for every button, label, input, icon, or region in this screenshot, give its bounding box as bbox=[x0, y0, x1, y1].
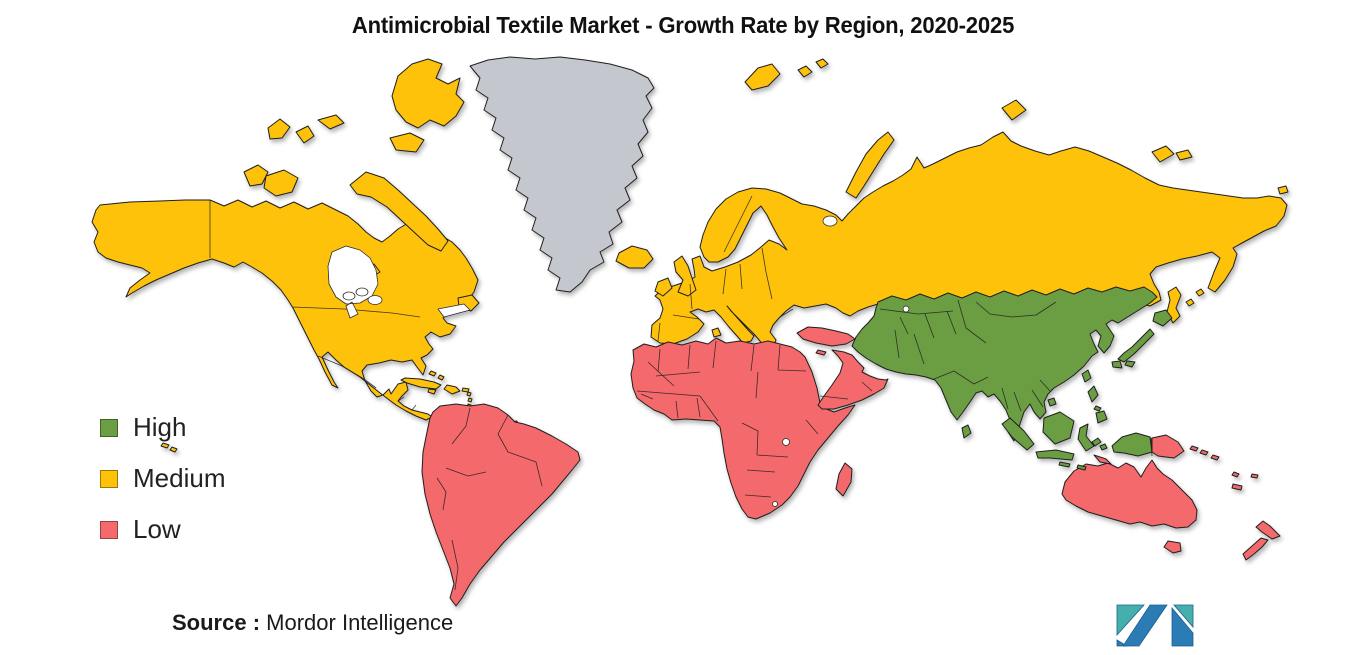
legend-label-low: Low bbox=[133, 514, 181, 544]
logo-teal-triangle-right bbox=[1173, 604, 1194, 629]
region-madagascar bbox=[835, 462, 853, 497]
region-japan bbox=[1111, 309, 1173, 369]
regions-high bbox=[851, 286, 1173, 471]
region-africa bbox=[630, 337, 856, 520]
source-line: Source : Mordor Intelligence bbox=[172, 610, 453, 636]
legend-item-high: High bbox=[100, 412, 225, 443]
region-asia bbox=[851, 286, 1158, 442]
regions-low bbox=[421, 326, 1281, 607]
legend-item-low: Low bbox=[100, 514, 225, 545]
mordor-intelligence-logo bbox=[1116, 604, 1194, 647]
legend: High Medium Low bbox=[100, 412, 225, 545]
region-hawaii bbox=[160, 442, 178, 453]
region-north-america bbox=[91, 199, 479, 421]
aral-sea bbox=[902, 305, 910, 313]
region-indonesia bbox=[1001, 411, 1108, 471]
legend-item-medium: Medium bbox=[100, 463, 225, 494]
region-iceland bbox=[615, 245, 654, 269]
source-label: Source : bbox=[172, 610, 261, 635]
inland-seas bbox=[327, 215, 910, 507]
logo-blue-bar bbox=[1171, 606, 1194, 647]
region-russian-arctic-islands bbox=[845, 99, 1289, 199]
region-caribbean bbox=[400, 370, 473, 409]
legend-swatch-medium bbox=[100, 469, 118, 488]
legend-label-high: High bbox=[133, 412, 187, 442]
regions-no-data bbox=[469, 56, 655, 293]
region-sakhalin bbox=[1166, 286, 1205, 324]
source-value: Mordor Intelligence bbox=[266, 610, 454, 635]
great-lake-2 bbox=[355, 287, 369, 297]
legend-swatch-high bbox=[100, 418, 118, 437]
region-british-isles bbox=[654, 255, 697, 297]
country-borders bbox=[209, 195, 1153, 591]
page-title: Antimicrobial Textile Market - Growth Ra… bbox=[351, 12, 1015, 38]
region-turkey bbox=[796, 326, 856, 356]
legend-label-medium: Medium bbox=[133, 463, 226, 493]
logo-teal-triangle-left bbox=[1116, 604, 1145, 637]
region-pacific-islands bbox=[1189, 445, 1259, 491]
gulf-of-st-lawrence bbox=[437, 303, 471, 318]
region-greenland bbox=[469, 56, 655, 293]
region-svalbard bbox=[744, 58, 829, 91]
lesotho bbox=[772, 501, 778, 507]
region-arabia bbox=[817, 349, 889, 410]
white-sea bbox=[822, 215, 838, 227]
region-new-zealand bbox=[1242, 520, 1281, 561]
lake-victoria bbox=[782, 438, 790, 446]
great-lake-3 bbox=[367, 295, 383, 305]
great-lake-1 bbox=[342, 291, 356, 301]
region-philippines bbox=[1087, 385, 1108, 424]
region-papua-new-guinea bbox=[1151, 434, 1185, 459]
logo-blue-band bbox=[1122, 604, 1168, 647]
legend-swatch-low bbox=[100, 520, 118, 539]
region-taiwan bbox=[961, 369, 1092, 439]
region-south-america bbox=[421, 403, 581, 607]
region-west-new-guinea bbox=[1111, 432, 1153, 457]
region-australia bbox=[1061, 459, 1198, 554]
region-timor bbox=[1093, 454, 1112, 465]
